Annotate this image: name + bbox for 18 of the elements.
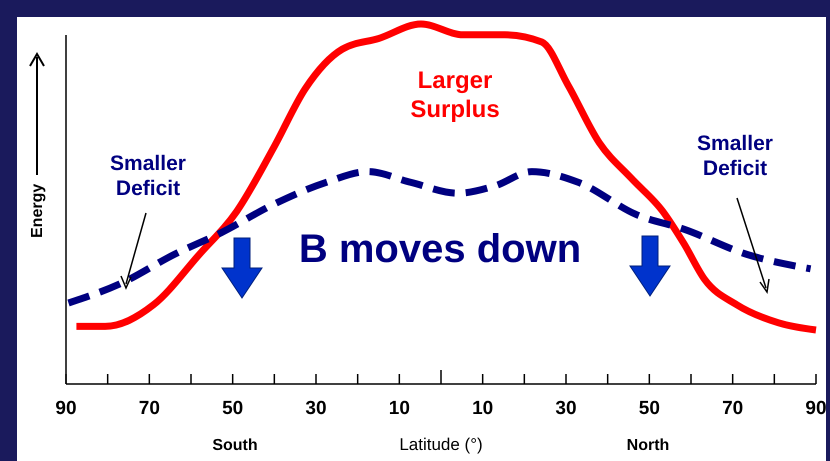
x-axis-title: Latitude (°) — [399, 435, 483, 454]
annotation: Smaller Deficit — [697, 132, 773, 180]
x-tick-label: 30 — [305, 398, 327, 419]
x-tick-label: 50 — [638, 398, 660, 419]
annotation: B moves down — [298, 227, 582, 271]
x-tick-label: 50 — [222, 398, 244, 419]
x-tick-label: 70 — [722, 398, 744, 419]
annotation: Smaller Deficit — [110, 152, 186, 200]
x-tick-label: 10 — [388, 398, 410, 419]
x-tick-label: 30 — [555, 398, 577, 419]
annotation: Larger Surplus — [410, 67, 500, 123]
y-axis-title: Energy — [29, 184, 46, 238]
x-tick-label: 10 — [472, 398, 494, 419]
x-tick-label: 90 — [805, 398, 827, 419]
text: South — [212, 437, 258, 454]
x-tick-label: 70 — [138, 398, 160, 419]
x-tick-label: 90 — [55, 398, 77, 419]
text: North — [626, 437, 670, 454]
